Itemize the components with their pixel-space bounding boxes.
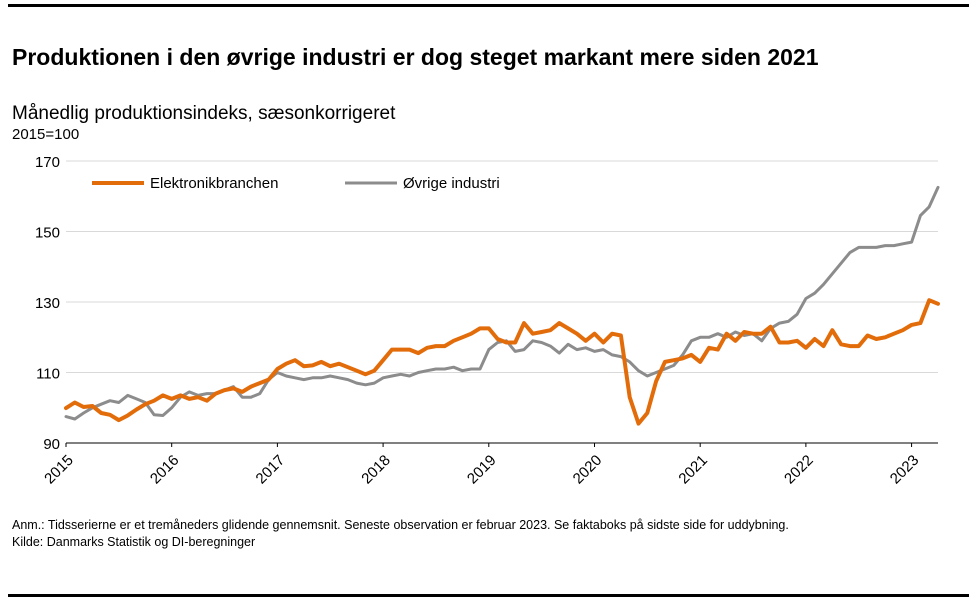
y-tick-label: 110 xyxy=(36,366,60,383)
legend-label: Øvrige industri xyxy=(403,175,500,192)
x-tick-label: 2022 xyxy=(781,452,817,488)
footnote-note: Anm.: Tidsserierne er et tremåneders gli… xyxy=(12,518,789,532)
x-tick-label: 2021 xyxy=(675,452,711,488)
chart-subtitle: Månedlig produktionsindeks, sæsonkorrige… xyxy=(12,103,396,124)
top-rule xyxy=(8,4,969,7)
x-tick-label: 2015 xyxy=(41,452,77,488)
x-tick-label: 2018 xyxy=(358,452,394,488)
y-axis-unit-label: 2015=100 xyxy=(12,126,80,143)
bottom-rule xyxy=(8,594,969,597)
y-tick-label: 170 xyxy=(35,154,60,171)
y-tick-label: 130 xyxy=(35,295,60,312)
footnote-source: Kilde: Danmarks Statistik og DI-beregnin… xyxy=(12,535,256,549)
y-tick-label: 90 xyxy=(43,436,60,453)
chart-title: Produktionen i den øvrige industri er do… xyxy=(12,44,819,70)
series-line-ovrige-industri xyxy=(64,185,940,421)
x-tick-label: 2017 xyxy=(253,452,289,488)
x-tick-label: 2020 xyxy=(570,452,606,488)
x-tick-label: 2016 xyxy=(147,452,183,488)
y-tick-label: 150 xyxy=(35,225,60,242)
x-tick-label: 2019 xyxy=(464,452,500,488)
x-tick-label: 2023 xyxy=(887,452,923,488)
legend-label: Elektronikbranchen xyxy=(150,175,278,192)
series-line-elektronikbranchen xyxy=(64,298,940,426)
footnotes: Anm.: Tidsserierne er et tremåneders gli… xyxy=(12,517,789,551)
